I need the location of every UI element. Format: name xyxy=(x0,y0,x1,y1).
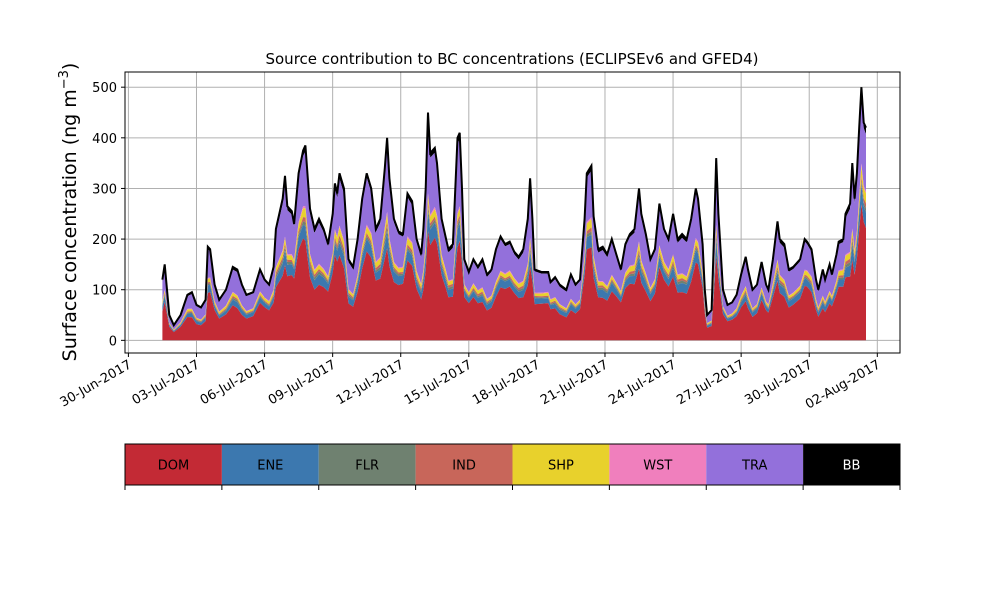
legend-swatch-ind xyxy=(415,444,513,485)
x-tick-label: 12-Jul-2017 xyxy=(334,357,407,408)
x-tick-label: 30-Jun-2017 xyxy=(58,357,135,410)
legend-swatch-bb xyxy=(803,444,900,485)
x-tick-label: 09-Jul-2017 xyxy=(266,357,339,408)
chart-title: Source contribution to BC concentrations… xyxy=(265,50,758,68)
x-tick-label: 24-Jul-2017 xyxy=(606,357,679,408)
x-tick-label: 21-Jul-2017 xyxy=(538,357,611,408)
y-tick-label: 100 xyxy=(92,284,117,299)
x-tick-label: 15-Jul-2017 xyxy=(402,357,475,408)
legend-swatch-dom xyxy=(125,444,222,485)
x-tick-label: 06-Jul-2017 xyxy=(198,357,271,408)
legend-swatch-wst xyxy=(609,444,707,485)
legend-swatch-flr xyxy=(318,444,416,485)
legend-label-tra: TRA xyxy=(741,459,767,474)
x-tick-label: 18-Jul-2017 xyxy=(470,357,543,408)
legend-label-wst: WST xyxy=(643,459,672,474)
y-axis-label-main: Surface concentration (ng m xyxy=(59,89,81,361)
y-axis-label-close: ) xyxy=(59,63,81,70)
legend-label-bb: BB xyxy=(843,459,861,474)
y-axis-label-superscript: −3 xyxy=(57,70,72,89)
x-tick-label: 02-Aug-2017 xyxy=(803,357,883,412)
legend-label-flr: FLR xyxy=(355,459,379,474)
y-tick-label: 300 xyxy=(92,182,117,197)
x-tick-label: 27-Jul-2017 xyxy=(674,357,747,408)
y-tick-label: 0 xyxy=(109,334,117,349)
legend-swatch-tra xyxy=(706,444,804,485)
y-axis-label: Surface concentration (ng m−3) xyxy=(57,63,81,362)
y-tick-label: 500 xyxy=(92,81,117,96)
legend-swatch-ene xyxy=(221,444,319,485)
plot-area: 0 100 200 300 400 500 30-Jun-201703-Jul-201706… xyxy=(58,71,901,413)
area-series-dom xyxy=(162,204,866,341)
legend-label-ind: IND xyxy=(452,459,476,474)
legend-label-dom: DOM xyxy=(158,459,189,474)
legend-colorbar: DOM ENE FLR IND SHP WST TRA BB xyxy=(124,443,901,490)
legend-label-ene: ENE xyxy=(257,459,283,474)
plot-frame xyxy=(124,71,901,354)
legend-label-shp: SHP xyxy=(548,459,574,474)
y-tick-label: 400 xyxy=(92,132,117,147)
y-tick-label: 200 xyxy=(92,233,117,248)
total-outline-line xyxy=(161,87,867,328)
x-tick-label: 03-Jul-2017 xyxy=(130,357,203,408)
legend-swatch-shp xyxy=(512,444,610,485)
